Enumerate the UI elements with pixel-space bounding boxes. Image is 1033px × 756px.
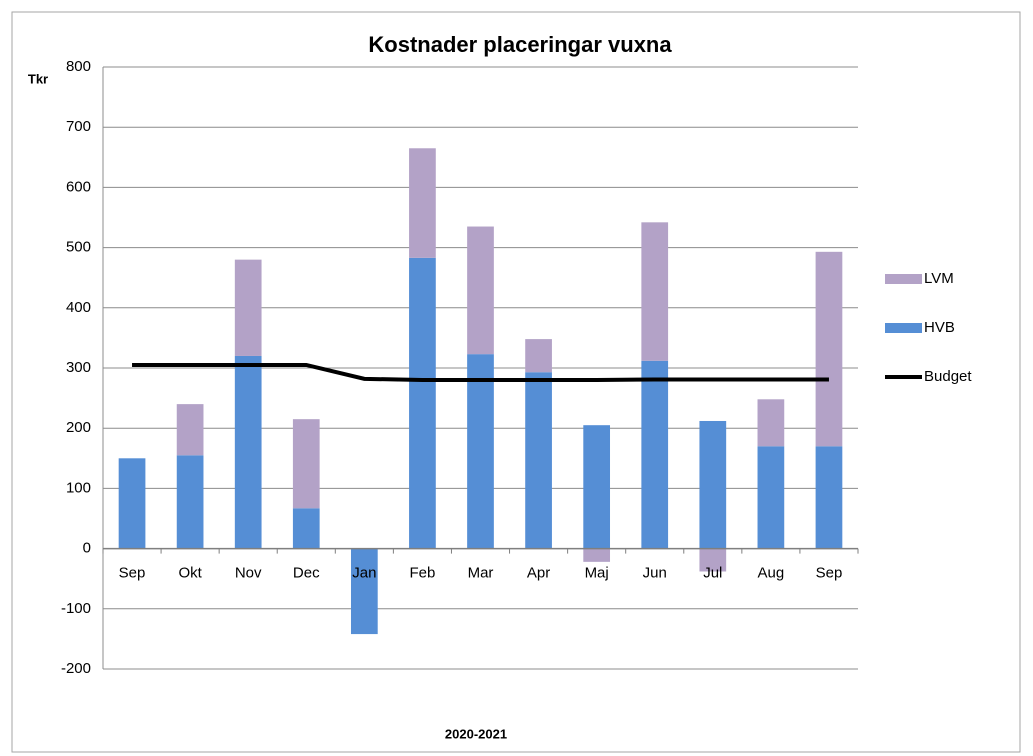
legend-swatch (885, 323, 922, 333)
bar (467, 354, 494, 549)
bar (176, 455, 204, 549)
bar (757, 399, 785, 447)
y-tick-label: 500 (66, 239, 91, 256)
bar (757, 446, 785, 549)
x-tick-label: Jun (643, 565, 667, 582)
legend-label: HVB (924, 319, 955, 336)
x-tick-label: Dec (293, 565, 320, 582)
bar (176, 404, 204, 456)
x-tick-label: Aug (758, 565, 785, 582)
bar (699, 420, 727, 549)
bar (641, 360, 669, 549)
legend-swatch (885, 274, 922, 284)
y-tick-label: 100 (66, 479, 91, 496)
y-tick-label: 800 (66, 58, 91, 75)
bar (815, 446, 843, 549)
y-tick-label: 400 (66, 299, 91, 316)
y-tick-label: 0 (83, 540, 91, 557)
bar (525, 339, 552, 373)
x-tick-label: Sep (119, 565, 146, 582)
x-tick-label: Okt (178, 565, 202, 582)
bar (641, 222, 669, 361)
x-axis-label: 2020-2021 (445, 726, 507, 741)
bar (292, 508, 320, 549)
x-tick-label: Mar (468, 565, 494, 582)
x-tick-label: Nov (235, 565, 262, 582)
bar (234, 259, 262, 356)
x-tick-label: Feb (409, 565, 435, 582)
chart-title: Kostnader placeringar vuxna (368, 32, 672, 57)
x-tick-label: Jul (703, 565, 722, 582)
bar (409, 257, 436, 549)
x-tick-label: Sep (816, 565, 843, 582)
y-tick-label: -200 (61, 660, 91, 677)
bar (815, 251, 843, 447)
legend-label: Budget (924, 368, 972, 385)
bar (409, 148, 436, 258)
bar (583, 425, 611, 549)
y-tick-label: 600 (66, 178, 91, 195)
y-axis-label: Tkr (28, 71, 48, 86)
x-tick-label: Apr (527, 565, 550, 582)
bar (699, 548, 727, 572)
y-tick-label: 300 (66, 359, 91, 376)
bar (118, 458, 146, 549)
bar (525, 372, 552, 549)
y-tick-label: 700 (66, 118, 91, 135)
x-tick-label: Jan (352, 565, 376, 582)
legend-label: LVM (924, 270, 954, 287)
y-tick-label: -100 (61, 600, 91, 617)
bar (234, 355, 262, 549)
bar (583, 548, 611, 562)
bar (467, 226, 494, 355)
bar (292, 419, 320, 509)
y-tick-label: 200 (66, 419, 91, 436)
budget-line (132, 362, 829, 383)
x-tick-label: Maj (585, 565, 609, 582)
bar (350, 548, 378, 635)
